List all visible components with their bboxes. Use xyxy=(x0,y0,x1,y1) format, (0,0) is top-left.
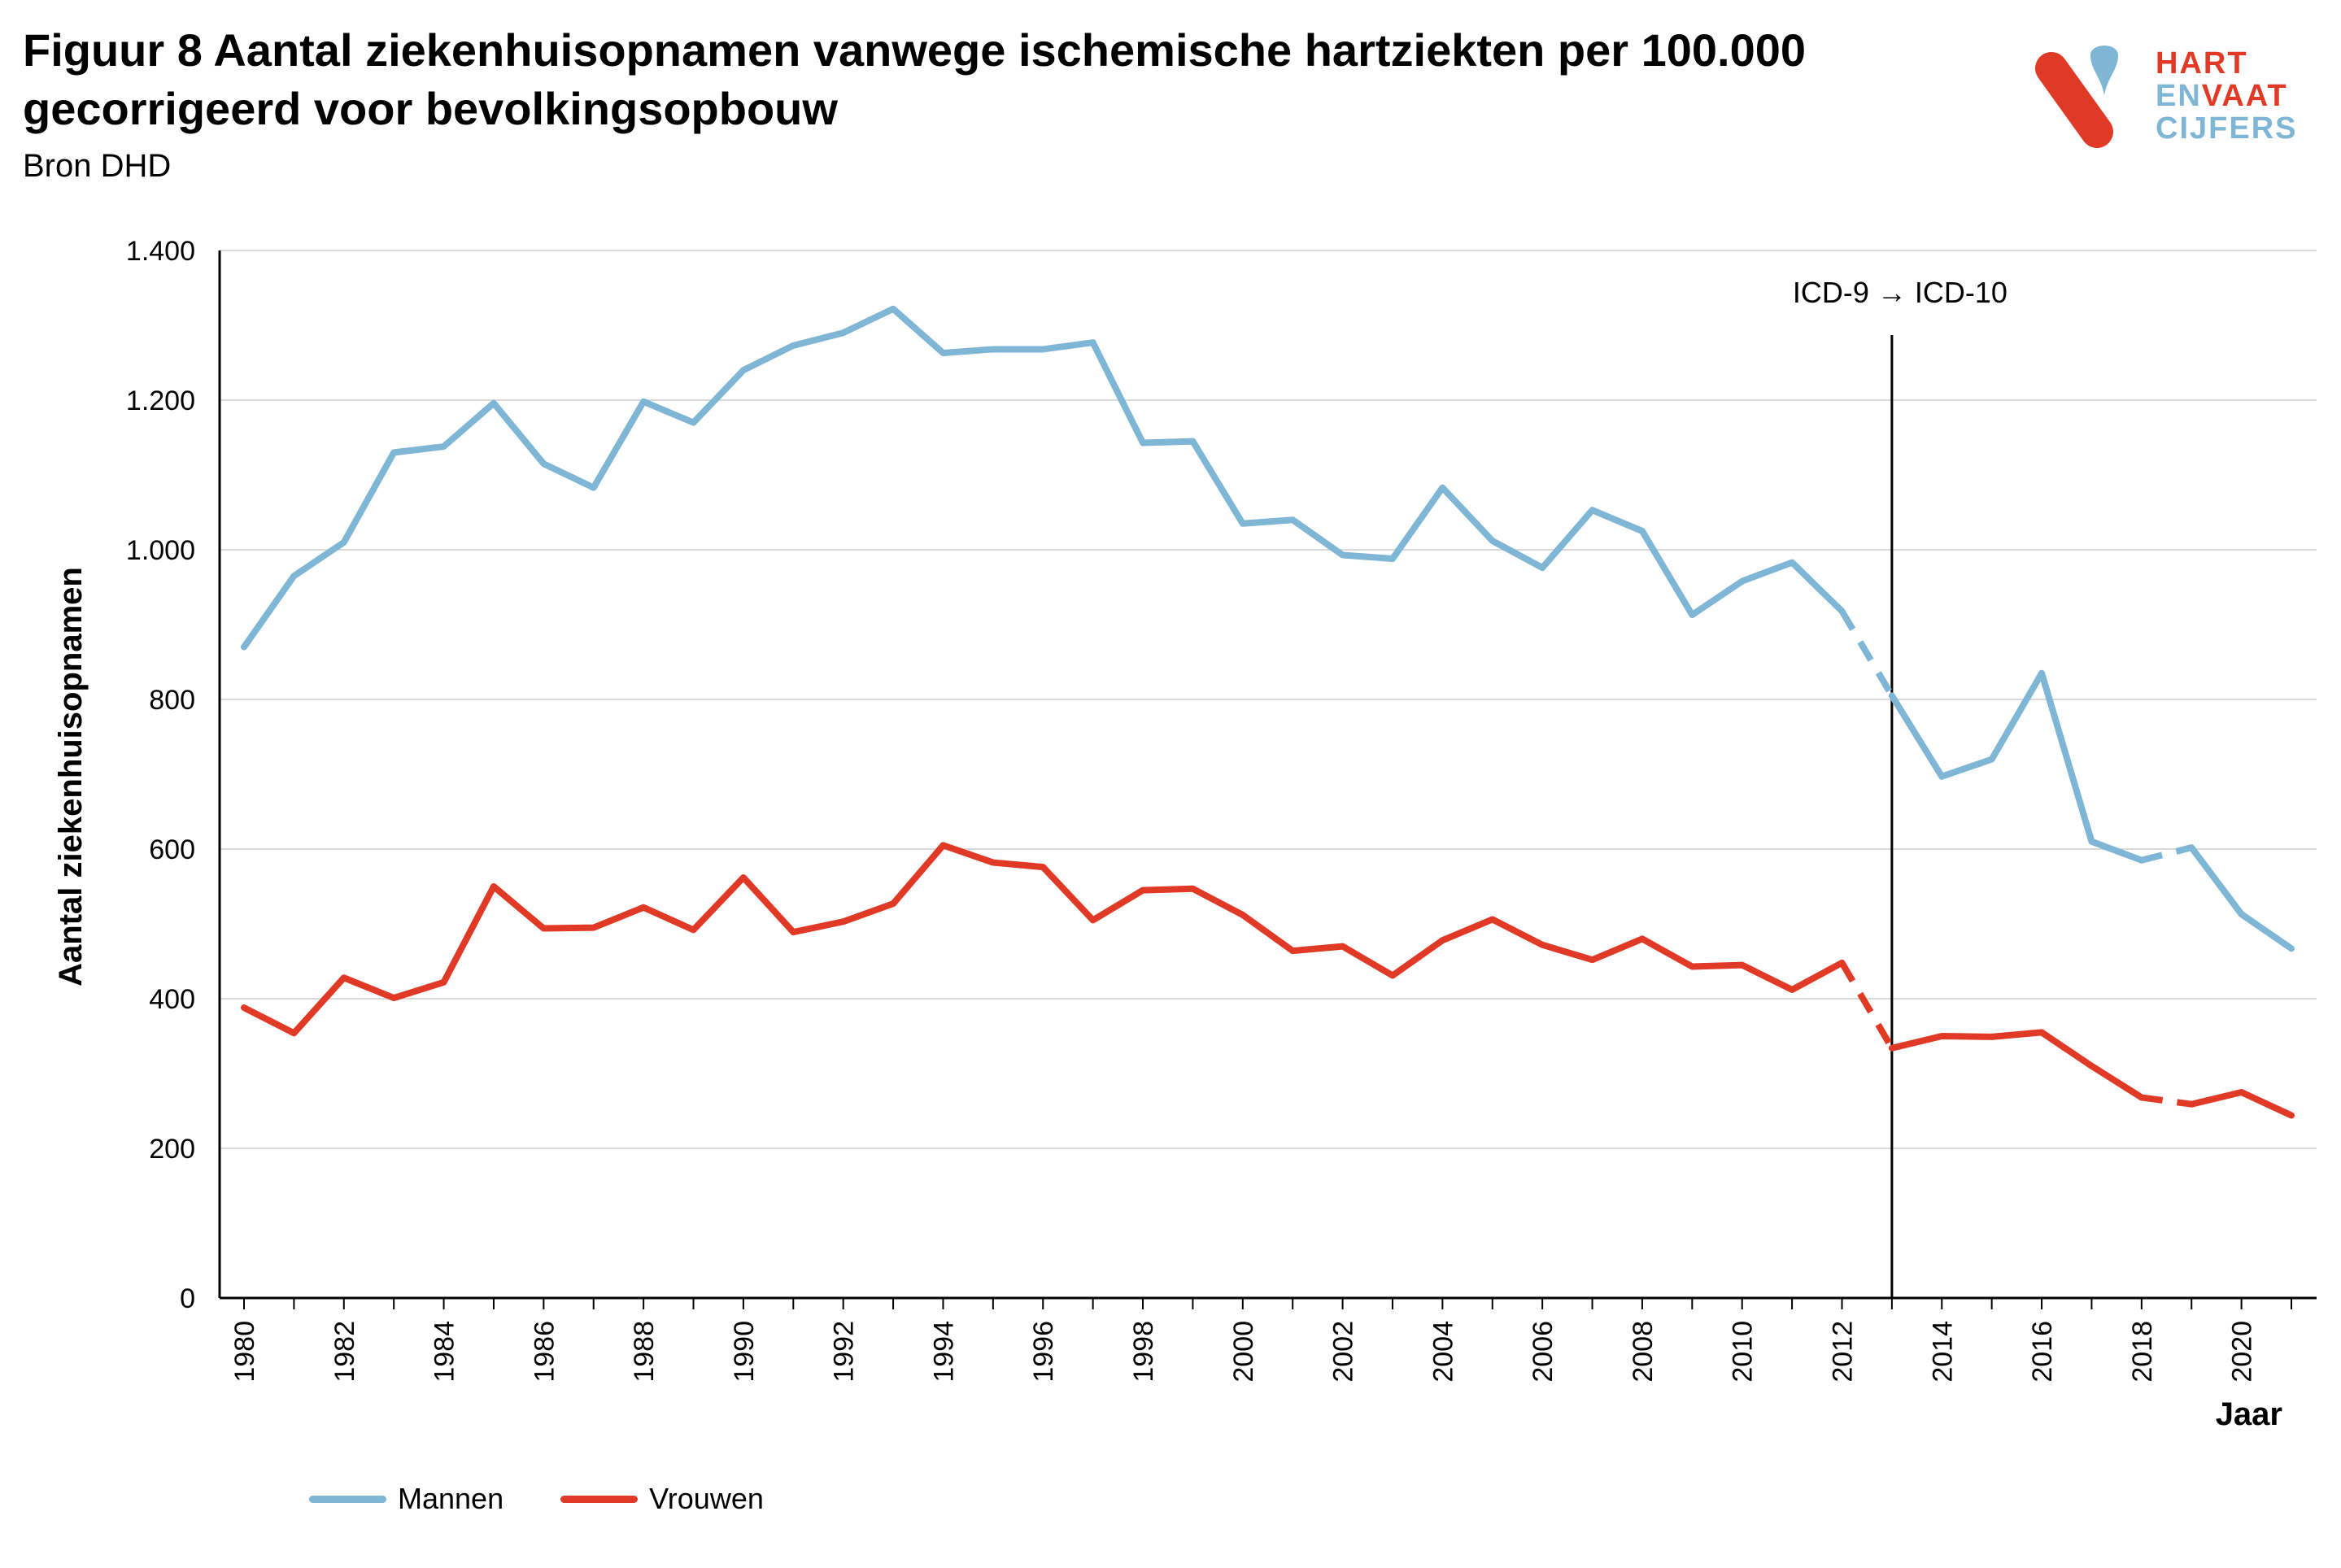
y-axis: 0 200 400 600 800 1.000 1.200 1.400 xyxy=(126,236,221,1314)
x-tick-label: 1986 xyxy=(529,1321,560,1383)
gridlines xyxy=(220,250,2317,1149)
chart-title: Figuur 8 Aantal ziekenhuisopnamen vanweg… xyxy=(23,24,1807,134)
logo-word-cijfers: CIJFERS xyxy=(2156,111,2298,146)
y-tick-label: 1.200 xyxy=(126,385,195,416)
x-tick-label: 2014 xyxy=(1927,1321,1958,1383)
x-tick-label: 2004 xyxy=(1428,1321,1458,1383)
x-tick-label: 1982 xyxy=(329,1321,360,1383)
logo-mark-icon xyxy=(2035,46,2118,148)
x-tick-label: 1984 xyxy=(429,1321,460,1383)
series-dashed-segment xyxy=(2141,1094,2192,1108)
x-tick-label: 1996 xyxy=(1028,1321,1059,1383)
x-tick-label: 1992 xyxy=(829,1321,860,1383)
x-tick-label: 2006 xyxy=(1528,1321,1558,1383)
x-tick-label: 2002 xyxy=(1328,1321,1359,1383)
series-line-mannen xyxy=(1888,669,2145,864)
series-line-mannen xyxy=(241,305,1846,651)
series-dashed-segment xyxy=(1839,609,1895,698)
legend-swatch xyxy=(560,1495,639,1503)
icd-annotation-label: ICD-9 → ICD-10 xyxy=(1793,276,2008,309)
legend-label: Mannen xyxy=(398,1482,504,1515)
series-line-mannen xyxy=(2188,844,2295,952)
x-tick-label: 1994 xyxy=(928,1321,959,1383)
x-tick-label: 1980 xyxy=(229,1321,260,1383)
legend-item-vrouwen: Vrouwen xyxy=(560,1482,764,1516)
y-tick-label: 600 xyxy=(149,834,195,865)
logo-word-envaat: ENVAAT xyxy=(2156,79,2288,113)
series-dashed-segment xyxy=(2140,844,2193,864)
y-tick-label: 1.000 xyxy=(126,535,195,566)
y-tick-label: 400 xyxy=(149,984,195,1015)
series-dashed-segment xyxy=(1839,960,1895,1050)
y-tick-label: 800 xyxy=(149,685,195,716)
x-tick-label: 1998 xyxy=(1128,1321,1159,1383)
legend-item-mannen: Mannen xyxy=(309,1482,504,1516)
x-tick-label: 2000 xyxy=(1228,1321,1259,1383)
chart-source: Bron DHD xyxy=(23,148,172,184)
hart-en-vaat-cijfers-logo: HART ENVAAT CIJFERS xyxy=(2034,42,2326,148)
y-axis-title: Aantal ziekenhuisopnamen xyxy=(53,567,89,987)
y-tick-label: 200 xyxy=(149,1134,195,1165)
legend: Mannen Vrouwen xyxy=(309,1479,821,1519)
x-tick-label: 2018 xyxy=(2127,1321,2158,1383)
x-tick-label: 2012 xyxy=(1827,1321,1858,1383)
series-line-vrouwen xyxy=(241,842,1846,1037)
x-tick-label: 2016 xyxy=(2027,1321,2058,1383)
x-tick-label: 2010 xyxy=(1728,1321,1759,1383)
series-line-vrouwen xyxy=(2188,1089,2295,1119)
legend-swatch xyxy=(309,1495,386,1503)
x-tick-label: 2008 xyxy=(1628,1321,1659,1383)
x-tick-label: 1988 xyxy=(629,1321,660,1383)
x-axis-title: Jaar xyxy=(2216,1396,2282,1432)
x-tick-label: 1990 xyxy=(729,1321,760,1383)
x-tick-label: 2020 xyxy=(2227,1321,2258,1383)
series-line-vrouwen xyxy=(1888,1029,2145,1101)
series-lines xyxy=(241,305,2295,1119)
y-tick-label: 1.400 xyxy=(126,236,195,267)
y-tick-label: 0 xyxy=(180,1283,195,1314)
x-axis: 1980 1982 1984 1986 1988 1990 1992 1994 1996 1998… xyxy=(220,1296,2317,1383)
legend-label: Vrouwen xyxy=(649,1482,764,1515)
icd-annotation: ICD-9 → ICD-10 xyxy=(1793,276,2008,1298)
logo-word-hart: HART xyxy=(2156,46,2248,81)
